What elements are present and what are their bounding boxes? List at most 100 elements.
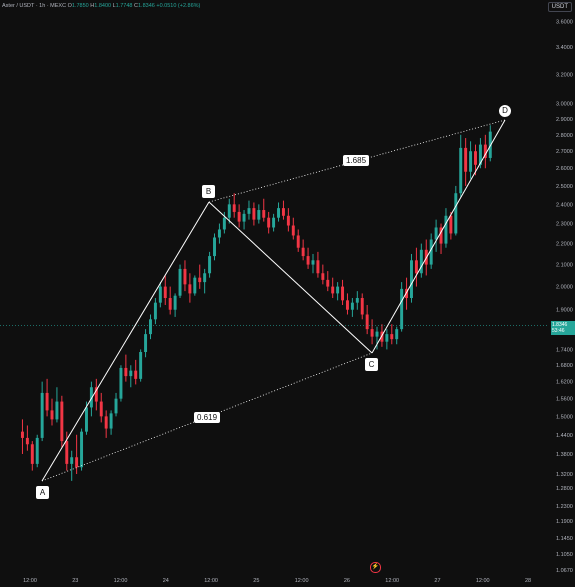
x-tick-label: 26: [344, 578, 350, 584]
candle-body: [478, 144, 482, 165]
candle-body: [45, 392, 49, 411]
candle-body: [168, 298, 172, 310]
y-tick-label: 1.1900: [556, 519, 573, 525]
candle-body: [188, 284, 192, 294]
candle-body: [400, 288, 404, 330]
candle-body: [144, 334, 148, 353]
high-value: 1.8400: [94, 3, 112, 9]
candle-body: [183, 268, 187, 285]
candle-body: [25, 437, 29, 445]
y-tick-label: 1.9000: [556, 308, 573, 314]
candle-body: [247, 208, 251, 214]
y-tick-label: 1.1450: [556, 536, 573, 542]
candle-body: [198, 277, 202, 283]
pattern-leg: [208, 201, 373, 354]
candle-body: [370, 329, 374, 337]
point-a-label[interactable]: A: [36, 486, 49, 499]
candle-body: [208, 256, 212, 274]
y-tick-label: 1.5600: [556, 397, 573, 403]
candle-body: [193, 277, 197, 294]
candle-body: [464, 147, 468, 172]
candle-body: [296, 235, 300, 248]
y-tick-label: 3.2000: [556, 73, 573, 79]
ratio-label-ac[interactable]: 0.619: [194, 412, 221, 423]
candle-body: [326, 279, 330, 287]
point-b-label[interactable]: B: [202, 185, 215, 198]
candle-body: [390, 334, 394, 340]
y-tick-label: 2.1000: [556, 263, 573, 269]
candle-body: [449, 215, 453, 234]
candle-body: [474, 151, 477, 165]
candle-body: [380, 331, 384, 342]
pattern-ratio-line: [41, 352, 373, 482]
x-tick-label: 28: [525, 578, 531, 584]
countdown: 53:46: [552, 328, 565, 334]
candle-body: [163, 286, 167, 299]
candle-body: [419, 249, 423, 274]
candle-body: [60, 401, 64, 442]
candle-body: [321, 273, 325, 280]
x-tick-label: 12:00: [114, 578, 128, 584]
candle-body: [341, 286, 345, 301]
y-tick-label: 3.6000: [556, 19, 573, 25]
candle-body: [360, 298, 364, 315]
candle-body: [242, 213, 246, 222]
candle-body: [410, 260, 413, 299]
currency-badge[interactable]: USDT: [547, 2, 572, 12]
candle-body: [227, 204, 231, 218]
y-tick-label: 1.3200: [556, 472, 573, 478]
candle-body: [84, 407, 88, 432]
candle-body: [281, 208, 285, 216]
y-tick-label: 2.5000: [556, 184, 573, 190]
y-tick-label: 3.4000: [556, 45, 573, 51]
y-tick-label: 1.7400: [556, 347, 573, 353]
candle-body: [124, 367, 128, 377]
y-tick-label: 2.0000: [556, 285, 573, 291]
x-tick-label: 24: [163, 578, 169, 584]
candle-body: [488, 131, 492, 158]
candle-body: [267, 217, 271, 228]
point-d-label[interactable]: D: [498, 104, 512, 118]
candle-body: [65, 441, 69, 464]
x-tick-label: 12:00: [23, 578, 37, 584]
candle-body: [316, 260, 320, 274]
y-tick-label: 2.6000: [556, 166, 573, 172]
last-price-tag: 1.8346 53:46: [551, 321, 575, 335]
candle-body: [70, 457, 74, 464]
open-value: 1.7850: [71, 3, 89, 9]
candle-body: [55, 401, 59, 420]
change-value: +0.0510 (+2.86%): [156, 3, 201, 9]
candle-body: [262, 210, 266, 218]
candle-body: [35, 437, 39, 464]
candle-body: [153, 302, 157, 320]
candle-body: [109, 413, 113, 429]
low-label: L: [112, 3, 116, 9]
ratio-label-bd[interactable]: 1.685: [343, 155, 370, 166]
candle-body: [134, 370, 138, 379]
x-tick-label: 27: [434, 578, 440, 584]
point-c-label[interactable]: C: [365, 358, 378, 371]
close-label: C: [134, 3, 138, 9]
y-tick-label: 1.1050: [556, 552, 573, 558]
candle-body: [277, 208, 281, 218]
high-label: H: [90, 3, 95, 9]
y-tick-label: 1.5000: [556, 414, 573, 420]
flash-icon[interactable]: ⚡: [370, 562, 381, 573]
candle-body: [469, 151, 473, 172]
y-tick-label: 2.4000: [556, 202, 573, 208]
y-tick-label: 1.2800: [556, 486, 573, 492]
y-tick-label: 1.0670: [556, 568, 573, 574]
candle-body: [104, 416, 108, 429]
candle-body: [291, 225, 295, 236]
candle-body: [222, 217, 226, 230]
candle-body: [217, 229, 221, 238]
candle-body: [252, 208, 256, 220]
low-value: 1.7748: [115, 3, 133, 9]
symbol-header: Aster / USDT · 1h · MEXC O1.7850 H1.8400…: [2, 3, 200, 9]
candle-body: [459, 147, 463, 194]
candle-body: [129, 370, 133, 377]
candle-body: [365, 314, 369, 330]
candle-body: [286, 215, 290, 226]
symbol-line: Aster / USDT · 1h · MEXC: [2, 3, 67, 9]
